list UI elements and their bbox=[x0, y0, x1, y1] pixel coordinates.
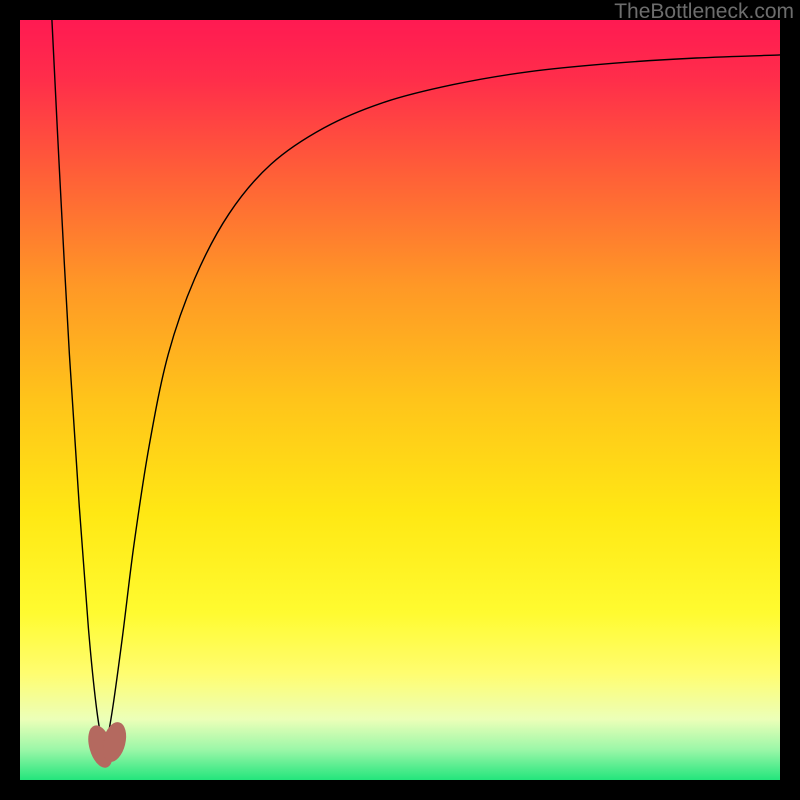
chart-canvas: TheBottleneck.com bbox=[0, 0, 800, 800]
plot-area bbox=[20, 20, 780, 780]
watermark-text: TheBottleneck.com bbox=[614, 0, 794, 24]
dip-curve bbox=[52, 20, 780, 745]
footprint-marker bbox=[84, 720, 129, 770]
chart-svg bbox=[20, 20, 780, 780]
